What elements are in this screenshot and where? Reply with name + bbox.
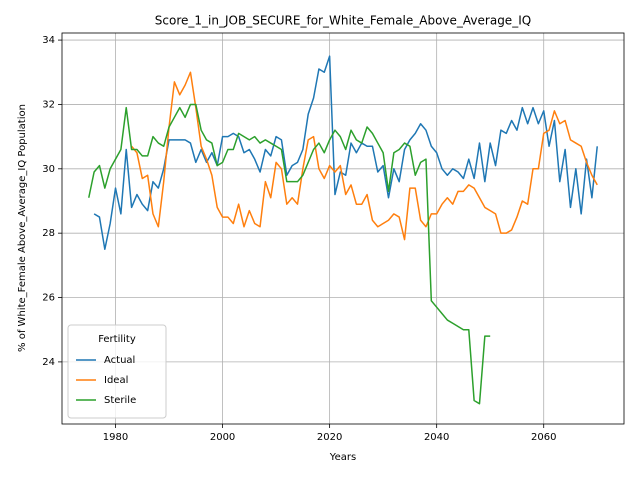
- line-series: [88, 103, 491, 405]
- x-tick-label: 2000: [210, 432, 235, 443]
- plot-frame: [61, 32, 625, 425]
- line-series: [93, 55, 598, 251]
- x-axis-label: Years: [329, 452, 356, 463]
- x-tick-label: 2040: [424, 432, 449, 443]
- legend-box: [67, 324, 167, 419]
- legend-label: Actual: [104, 355, 135, 366]
- legend-label: Sterile: [104, 395, 136, 406]
- chart-title: Score_1_in_JOB_SECURE_for_White_Female_A…: [155, 14, 531, 28]
- x-tick-label: 1980: [103, 432, 128, 443]
- y-tick-label: 32: [42, 99, 55, 110]
- legend-label: Ideal: [104, 375, 128, 386]
- y-tick-label: 28: [42, 228, 55, 239]
- line-series: [131, 71, 598, 241]
- y-axis-label: % of White_Female Above_Average_IQ Popul…: [17, 104, 28, 352]
- y-tick-label: 30: [42, 164, 55, 175]
- y-tick-label: 26: [42, 293, 55, 304]
- x-tick-label: 2060: [531, 432, 556, 443]
- y-tick-label: 34: [42, 35, 55, 46]
- x-tick-label: 2020: [317, 432, 342, 443]
- y-tick-label: 24: [42, 357, 55, 368]
- legend: Fertility Actual Ideal Sterile: [67, 324, 167, 419]
- legend-title: Fertility: [98, 334, 136, 345]
